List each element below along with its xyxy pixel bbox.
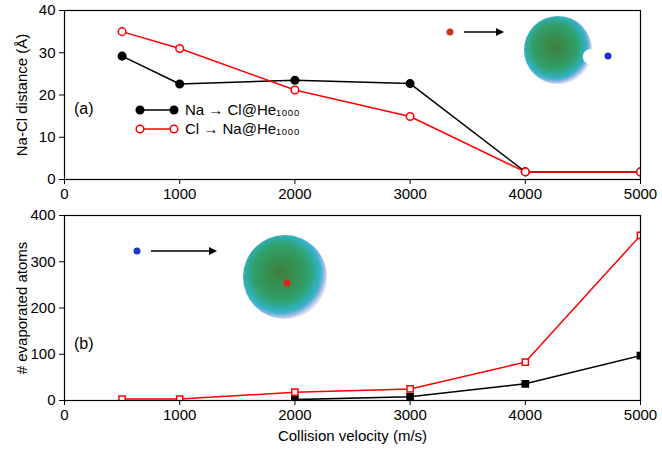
html-text:(b): (b) xyxy=(74,335,94,352)
html-text:Cl → Na@He₁₀₀₀: Cl → Na@He₁₀₀₀ xyxy=(185,120,300,137)
svg-text:3000: 3000 xyxy=(393,406,426,423)
html-text:Na → Cl@He₁₀₀₀: Na → Cl@He₁₀₀₀ xyxy=(185,101,300,118)
svg-text:Collision velocity (m/s): Collision velocity (m/s) xyxy=(278,427,427,444)
svg-text:2000: 2000 xyxy=(278,406,311,423)
svg-text:5000: 5000 xyxy=(624,185,657,202)
svg-text:200: 200 xyxy=(30,299,55,316)
svg-text:1000: 1000 xyxy=(163,185,196,202)
svg-text:0: 0 xyxy=(60,185,68,202)
svg-text:0: 0 xyxy=(47,170,55,187)
svg-text:0: 0 xyxy=(60,406,68,423)
svg-text:20: 20 xyxy=(39,86,56,103)
svg-text:3000: 3000 xyxy=(393,185,426,202)
svg-text:4000: 4000 xyxy=(509,185,542,202)
svg-text:30: 30 xyxy=(39,44,56,61)
svg-text:40: 40 xyxy=(39,1,56,18)
svg-text:# evaporated atoms: # evaporated atoms xyxy=(13,242,30,375)
svg-text:Na-Cl distance (Å): Na-Cl distance (Å) xyxy=(13,34,30,157)
svg-text:2000: 2000 xyxy=(278,185,311,202)
svg-text:4000: 4000 xyxy=(509,406,542,423)
svg-text:400: 400 xyxy=(30,206,55,223)
svg-text:5000: 5000 xyxy=(624,406,657,423)
svg-text:10: 10 xyxy=(39,128,56,145)
svg-text:1000: 1000 xyxy=(163,406,196,423)
svg-text:0: 0 xyxy=(47,391,55,408)
html-text:(a): (a) xyxy=(74,100,94,117)
svg-text:300: 300 xyxy=(30,253,55,270)
svg-text:100: 100 xyxy=(30,345,55,362)
